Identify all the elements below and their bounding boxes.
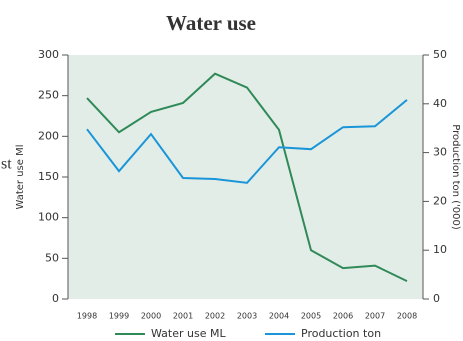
- y-axis-label: Water use Ml: [15, 144, 26, 209]
- x-tick-label: 1999: [109, 312, 129, 321]
- y-tick-label: 0: [52, 292, 59, 305]
- x-tick-label: 2006: [333, 312, 353, 321]
- x-tick-label: 2008: [397, 312, 417, 321]
- y2-tick-label: 0: [433, 292, 440, 305]
- y-tick-label: 250: [38, 89, 59, 102]
- line-series: [86, 72, 408, 283]
- x-tick-label: 1998: [77, 312, 97, 321]
- chart-title: Water use: [166, 11, 256, 35]
- y-tick-label: 150: [38, 170, 59, 183]
- x-tick-label: 2002: [205, 312, 225, 321]
- x-tick-label: 2001: [173, 312, 193, 321]
- y2-tick-label: 30: [433, 146, 447, 159]
- y-tick-label: 300: [38, 48, 59, 61]
- y2-tick-label: 10: [433, 243, 447, 256]
- y-tick-label: 100: [38, 211, 59, 224]
- x-tick-label: 2007: [365, 312, 385, 321]
- x-tick-label: 2000: [141, 312, 161, 321]
- legend-label: Water use ML: [151, 327, 226, 340]
- x-tick-label: 2003: [237, 312, 257, 321]
- y2-tick-label: 40: [433, 97, 447, 110]
- y-tick-label: 50: [45, 251, 59, 264]
- legend-label: Production ton: [301, 327, 381, 340]
- plot-area: [68, 55, 423, 299]
- y2-axis-label: Production ton ('000): [450, 124, 461, 230]
- y2-tick-label: 50: [433, 48, 447, 61]
- annotation: st: [1, 156, 12, 173]
- x-tick-label: 2004: [269, 312, 289, 321]
- y-tick-label: 200: [38, 129, 59, 142]
- line-series: [86, 99, 408, 184]
- x-tick-label: 2005: [301, 312, 321, 321]
- y2-tick-label: 20: [433, 194, 447, 207]
